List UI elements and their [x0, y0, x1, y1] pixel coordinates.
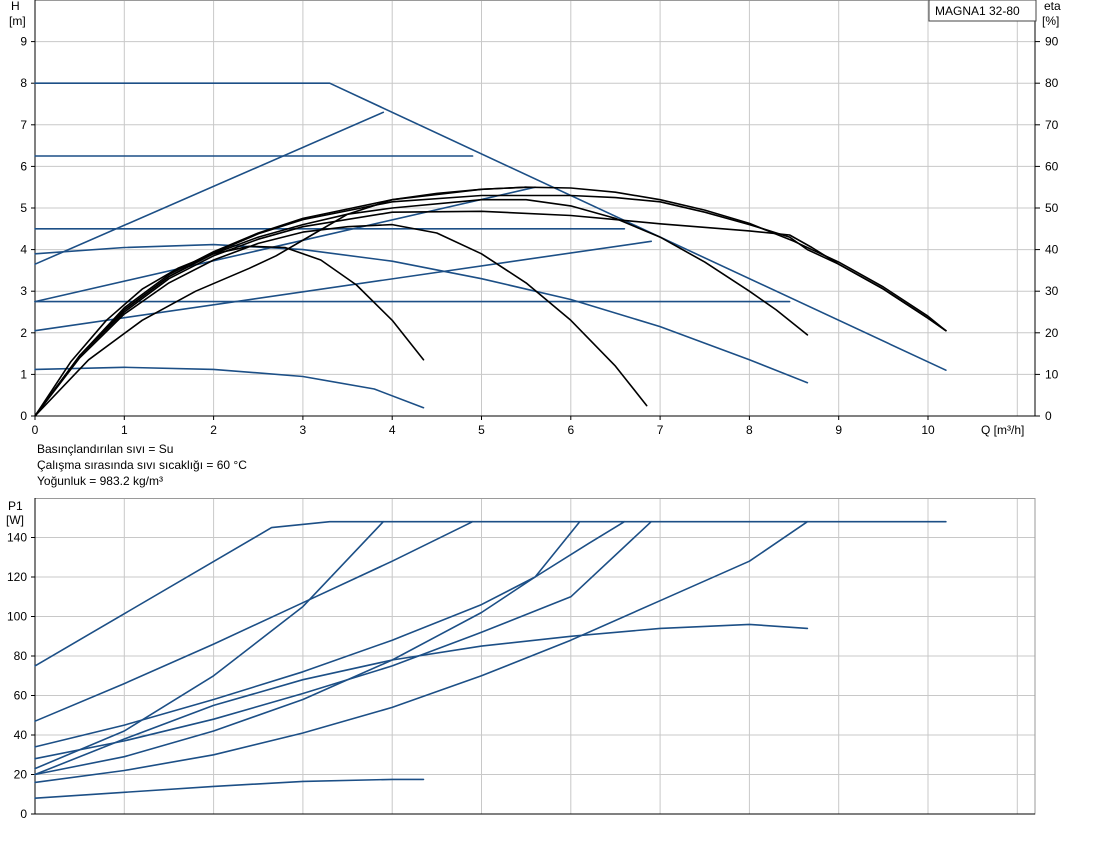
x-tick-label: 8	[746, 423, 753, 437]
x-tick-label: 9	[835, 423, 842, 437]
y-tick-label: 3	[20, 284, 27, 298]
x-tick-label: 3	[300, 423, 307, 437]
y-tick-label: 20	[14, 768, 28, 782]
pump-curve-power-4	[34, 520, 626, 748]
pump-curve-power-8	[34, 623, 809, 776]
x-tick-label: 10	[921, 423, 935, 437]
x-tick-label: 6	[567, 423, 574, 437]
y-tick-label: 8	[20, 76, 27, 90]
y2-tick-label: 20	[1045, 326, 1059, 340]
pump-curve-head-6	[34, 366, 425, 409]
x-tick-label: 5	[478, 423, 485, 437]
y2-tick-label: 70	[1045, 118, 1059, 132]
y-axis-label: H	[11, 0, 20, 13]
fluid-info-temperature: Çalışma sırasında sıvı sıcaklığı = 60 °C	[37, 458, 247, 472]
x-tick-label: 7	[657, 423, 664, 437]
x-tick-label: 0	[32, 423, 39, 437]
y-tick-label: 80	[14, 649, 28, 663]
y-tick-label: 7	[20, 118, 27, 132]
fluid-info: Basınçlandırılan sıvı = Su Çalışma sıras…	[37, 441, 247, 489]
pump-curve-power-7	[34, 520, 809, 784]
pump-curve-power-5	[34, 520, 581, 776]
power-ticks: 0 20 40 60 80 100 120 140	[7, 531, 35, 821]
pump-curve-head-1	[34, 82, 947, 372]
y2-axis-unit: [%]	[1042, 14, 1059, 28]
pump-curve-head-8	[34, 186, 536, 303]
x-tick-label: 4	[389, 423, 396, 437]
fluid-info-liquid: Basınçlandırılan sıvı = Su	[37, 442, 174, 456]
power-chart: 0 20 40 60 80 100 120 140 P1 [W]	[6, 498, 1036, 821]
x-tick-label: 2	[210, 423, 217, 437]
y2-tick-label: 0	[1045, 409, 1052, 423]
pump-curve-power-1	[34, 520, 947, 667]
efficiency-curve-head-15	[34, 245, 425, 417]
efficiency-curve-head-12	[34, 210, 947, 417]
y2-axis-label: eta	[1044, 0, 1061, 13]
power-series	[34, 520, 947, 800]
y-tick-label: 120	[7, 570, 27, 584]
y-tick-label: 0	[20, 807, 27, 821]
pump-curve-power-2	[34, 520, 474, 723]
y2-tick-label: 40	[1045, 243, 1059, 257]
pump-curve-power-3	[34, 520, 385, 770]
head-legend-box: MAGNA1 32-80	[928, 0, 1037, 22]
y2-tick-label: 50	[1045, 201, 1059, 215]
pump-curve-head-5	[34, 243, 809, 384]
y2-tick-label: 80	[1045, 76, 1059, 90]
y-tick-label: 4	[20, 243, 27, 257]
y-tick-label: 0	[20, 409, 27, 423]
y-tick-label: 40	[14, 728, 28, 742]
head-grid	[35, 0, 1035, 416]
head-series	[34, 82, 947, 417]
y-tick-label: 1	[20, 367, 27, 381]
pump-curve-head-9	[34, 240, 653, 332]
y2-tick-label: 60	[1045, 159, 1059, 173]
y2-tick-label: 10	[1045, 367, 1059, 381]
y-tick-label: 60	[14, 689, 28, 703]
efficiency-curve-head-13	[34, 198, 809, 417]
y-axis-unit: [m]	[9, 14, 26, 28]
pump-curve-head-7	[34, 111, 385, 266]
y-tick-label: 140	[7, 531, 27, 545]
power-y-axis-label: P1	[8, 499, 23, 513]
chart-title: MAGNA1 32-80	[935, 4, 1020, 18]
y-tick-label: 5	[20, 201, 27, 215]
efficiency-curve-head-16	[34, 186, 527, 417]
fluid-info-density: Yoğunluk = 983.2 kg/m³	[37, 474, 163, 488]
pump-curve-power-9	[34, 778, 425, 800]
power-y-axis-unit: [W]	[6, 513, 24, 527]
x-axis-label: Q [m³/h]	[981, 423, 1024, 437]
y2-tick-label: 30	[1045, 284, 1059, 298]
efficiency-curve-head-14	[34, 223, 648, 417]
x-tick-label: 1	[121, 423, 128, 437]
y-tick-label: 9	[20, 35, 27, 49]
pump-curve-power-6	[34, 520, 653, 760]
y-tick-label: 100	[7, 610, 27, 624]
y-tick-label: 6	[20, 159, 27, 173]
y-tick-label: 2	[20, 326, 27, 340]
y2-tick-label: 90	[1045, 35, 1059, 49]
